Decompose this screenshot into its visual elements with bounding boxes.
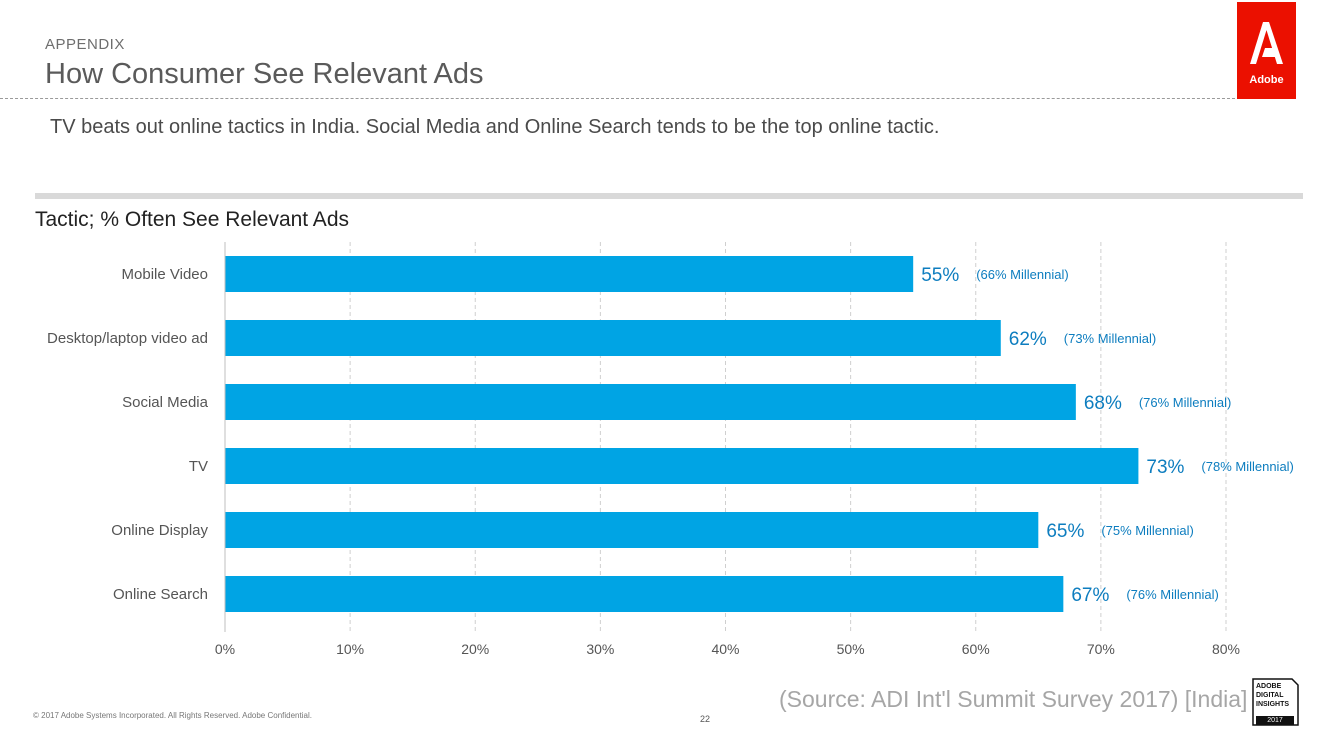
millennial-annotation: (75% Millennial) [1101, 523, 1193, 538]
section-divider [35, 193, 1303, 199]
millennial-annotation: (66% Millennial) [976, 267, 1068, 282]
badge-frame-icon [1252, 678, 1299, 726]
bar [225, 384, 1076, 420]
category-label: TV [189, 458, 208, 475]
bar [225, 256, 914, 292]
bar [225, 512, 1039, 548]
x-tick-label: 40% [711, 641, 739, 657]
adobe-logo: Adobe [1237, 2, 1296, 99]
page-title: How Consumer See Relevant Ads [45, 58, 484, 90]
category-label: Mobile Video [122, 266, 208, 283]
category-label: Desktop/laptop video ad [47, 330, 208, 347]
bar-chart: 0% 10% 20% 30% 40% 50% 60% 70% 80% Mobile Video 55… [47, 242, 1294, 657]
bar [225, 576, 1064, 612]
chart-title: Tactic; % Often See Relevant Ads [35, 208, 349, 231]
millennial-annotation: (73% Millennial) [1064, 331, 1156, 346]
millennial-annotation: (78% Millennial) [1201, 459, 1293, 474]
badge-text: ADOBE DIGITAL INSIGHTS [1256, 682, 1289, 709]
x-tick-label: 70% [1087, 641, 1115, 657]
page-number: 22 [700, 714, 711, 724]
badge-year: 2017 [1256, 716, 1294, 725]
value-label: 55% [921, 265, 959, 286]
value-label: 62% [1009, 329, 1047, 350]
kicker-label: APPENDIX [45, 36, 125, 53]
source-note: (Source: ADI Int'l Summit Survey 2017) [… [779, 686, 1248, 712]
x-tick-label: 0% [215, 641, 235, 657]
badge-line-1: ADOBE [1256, 683, 1282, 690]
x-tick-label: 20% [461, 641, 489, 657]
x-tick-label: 50% [837, 641, 865, 657]
x-tick-label: 80% [1212, 641, 1240, 657]
millennial-annotation: (76% Millennial) [1139, 395, 1231, 410]
bar [225, 448, 1139, 484]
x-tick-label: 30% [586, 641, 614, 657]
logo-wordmark: Adobe [1249, 74, 1284, 86]
x-tick-label: 60% [962, 641, 990, 657]
value-label: 67% [1071, 585, 1109, 606]
category-label: Social Media [122, 394, 209, 411]
x-tick-label: 10% [336, 641, 364, 657]
value-label: 65% [1046, 521, 1084, 542]
category-label: Online Display [111, 522, 208, 539]
adobe-digital-insights-badge: ADOBE DIGITAL INSIGHTS 2017 [1250, 677, 1300, 727]
adobe-a-icon [1250, 22, 1283, 64]
slide-subtitle: TV beats out online tactics in India. So… [50, 116, 940, 138]
badge-line-2: DIGITAL [1256, 692, 1284, 699]
category-label: Online Search [113, 586, 208, 603]
copyright-notice: © 2017 Adobe Systems Incorporated. All R… [33, 711, 312, 720]
millennial-annotation: (76% Millennial) [1126, 587, 1218, 602]
badge-line-3: INSIGHTS [1256, 701, 1290, 708]
value-label: 68% [1084, 393, 1122, 414]
title-divider [0, 98, 1240, 99]
value-label: 73% [1146, 457, 1184, 478]
bar [225, 320, 1001, 356]
